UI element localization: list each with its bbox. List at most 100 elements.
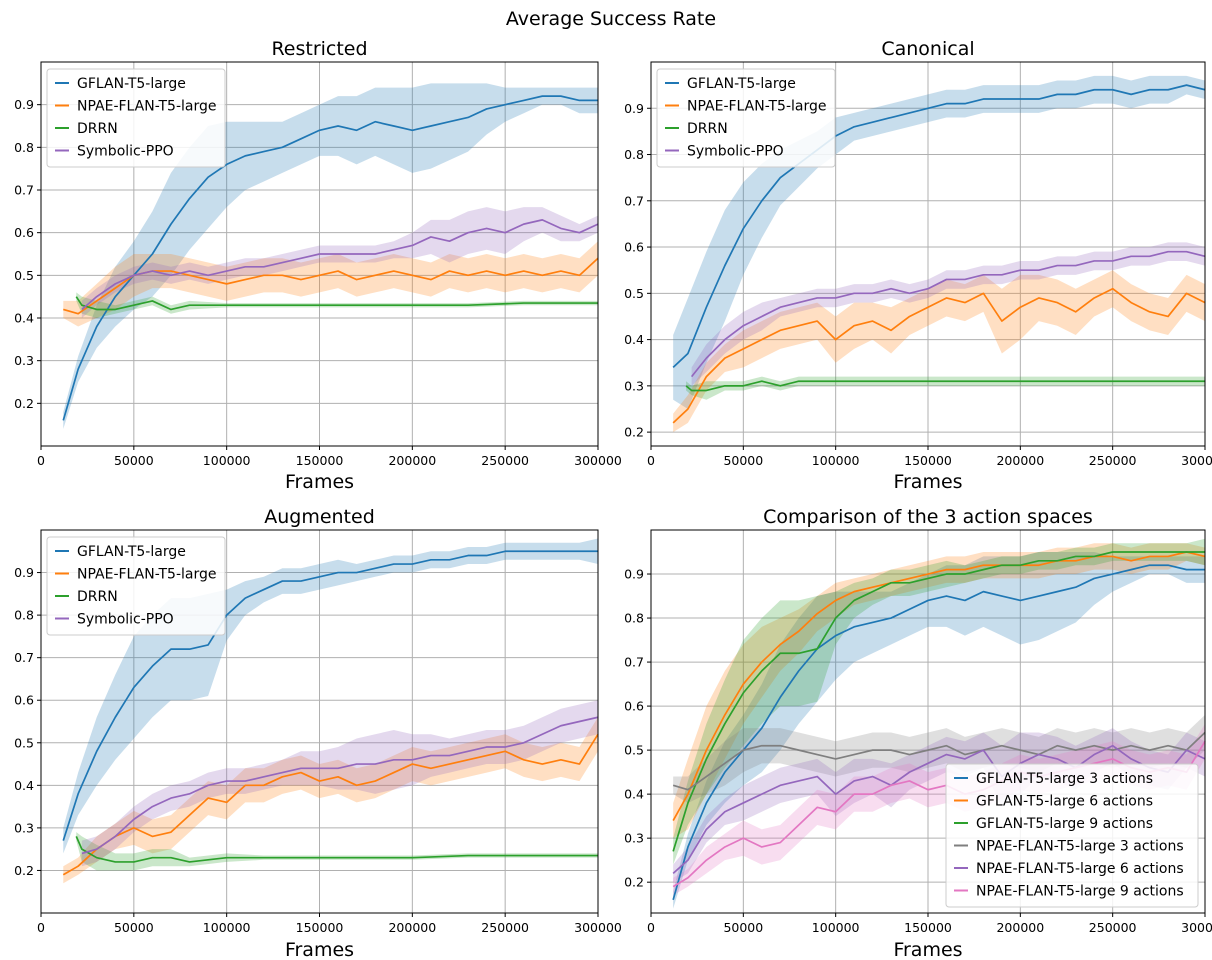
legend-label: NPAE-FLAN-T5-large xyxy=(77,567,216,583)
y-tick-label: 0.9 xyxy=(14,565,34,580)
confidence-band-3 xyxy=(686,376,1205,400)
y-tick-label: 0.7 xyxy=(624,655,644,670)
x-tick-label: 100000 xyxy=(203,920,251,935)
x-tick-label: 0 xyxy=(37,920,45,935)
legend-label: Symbolic-PPO xyxy=(77,144,174,160)
series-line-2 xyxy=(672,551,1206,821)
series-line-1 xyxy=(672,84,1206,368)
x-tick-label: 50000 xyxy=(114,920,154,935)
x-tick-label: 0 xyxy=(647,920,655,935)
x-axis-label: Frames xyxy=(285,939,354,960)
y-tick-label: 0.2 xyxy=(624,425,644,440)
y-tick-label: 0.4 xyxy=(14,311,34,326)
y-tick-label: 0.5 xyxy=(624,286,644,301)
legend: GFLAN-T5-large NPAE-FLAN-T5-large DRRN Symb… xyxy=(46,536,226,636)
y-tick-label: 0.6 xyxy=(14,693,34,708)
x-tick-label: 200000 xyxy=(996,453,1044,468)
x-axis-label: Frames xyxy=(893,939,962,960)
y-tick-label: 0.6 xyxy=(624,699,644,714)
series-line-4 xyxy=(81,219,599,311)
y-tick-label: 0.8 xyxy=(14,608,34,623)
y-tick-label: 0.6 xyxy=(14,225,34,240)
x-tick-label: 200000 xyxy=(388,453,436,468)
y-tick-label: 0.2 xyxy=(14,863,34,878)
panel-title: Canonical xyxy=(881,38,974,60)
legend-label: GFLAN-T5-large xyxy=(687,76,796,92)
confidence-band-4 xyxy=(81,700,598,867)
legend-label: NPAE-FLAN-T5-large 3 actions xyxy=(976,839,1184,855)
legend-label: GFLAN-T5-large 6 actions xyxy=(976,794,1153,810)
y-tick-label: 0.9 xyxy=(14,97,34,112)
legend-box xyxy=(656,68,836,168)
chart-panel-1: 0 50000 100000 150000 200000 250000 300000 0.2 0… xyxy=(14,38,622,493)
series-line-6 xyxy=(672,740,1206,888)
series-line-1 xyxy=(62,95,598,421)
x-tick-label: 250000 xyxy=(481,920,529,935)
panel-title: Comparison of the 3 action spaces xyxy=(763,506,1093,528)
x-tick-label: 250000 xyxy=(481,453,529,468)
legend-label: GFLAN-T5-large xyxy=(77,76,186,92)
x-tick-label: 300000 xyxy=(1181,920,1212,935)
y-tick-label: 0.3 xyxy=(14,353,34,368)
legend-box xyxy=(46,536,226,636)
x-tick-label: 0 xyxy=(37,453,45,468)
confidence-band-4 xyxy=(691,242,1205,386)
legend-label: Symbolic-PPO xyxy=(77,612,174,628)
series-line-1 xyxy=(672,564,1205,901)
series-line-3 xyxy=(75,296,598,311)
x-tick-label: 0 xyxy=(647,453,655,468)
legend-label: GFLAN-T5-large 3 actions xyxy=(976,771,1153,787)
x-axis-label: Frames xyxy=(285,471,354,493)
legend-label: DRRN xyxy=(77,121,118,137)
x-tick-label: 200000 xyxy=(996,920,1044,935)
legend-label: NPAE-FLAN-T5-large 6 actions xyxy=(976,861,1184,877)
confidence-band-3 xyxy=(76,832,598,871)
y-tick-label: 0.4 xyxy=(624,332,644,347)
legend-label: Symbolic-PPO xyxy=(687,144,784,160)
series-line-3 xyxy=(75,836,598,863)
x-tick-label: 50000 xyxy=(723,453,763,468)
x-tick-label: 300000 xyxy=(1181,453,1212,468)
y-tick-label: 0.5 xyxy=(14,268,34,283)
y-tick-label: 0.9 xyxy=(624,101,644,116)
y-tick-label: 0.2 xyxy=(14,396,34,411)
y-tick-label: 0.7 xyxy=(624,193,644,208)
panel-title: Augmented xyxy=(264,506,375,528)
y-tick-label: 0.3 xyxy=(624,831,644,846)
x-tick-label: 250000 xyxy=(1089,920,1137,935)
x-tick-label: 250000 xyxy=(1089,453,1137,468)
x-tick-label: 150000 xyxy=(296,920,344,935)
legend-label: GFLAN-T5-large 9 actions xyxy=(976,816,1153,832)
series-line-2 xyxy=(672,287,1206,424)
legend: GFLAN-T5-large NPAE-FLAN-T5-large DRRN Symb… xyxy=(46,68,226,168)
x-tick-label: 100000 xyxy=(812,920,860,935)
confidence-band-2 xyxy=(673,543,1205,839)
series-line-2 xyxy=(62,733,599,876)
confidence-band-2 xyxy=(673,270,1205,433)
chart-panel-4: 0 50000 100000 150000 200000 250000 300000 0.2 0… xyxy=(624,506,1212,960)
legend-label: NPAE-FLAN-T5-large xyxy=(77,99,216,115)
x-axis-label: Frames xyxy=(893,471,962,493)
y-tick-label: 0.4 xyxy=(624,787,644,802)
confidence-band-4 xyxy=(81,207,598,318)
x-tick-label: 150000 xyxy=(296,453,344,468)
x-tick-label: 300000 xyxy=(574,920,622,935)
confidence-band-2 xyxy=(63,241,598,327)
confidence-band-3 xyxy=(673,538,1205,865)
y-tick-label: 0.8 xyxy=(624,611,644,626)
x-tick-label: 300000 xyxy=(574,453,622,468)
x-tick-label: 200000 xyxy=(388,920,436,935)
series-line-1 xyxy=(62,550,598,841)
legend-label: DRRN xyxy=(77,589,118,605)
y-tick-label: 0.8 xyxy=(624,147,644,162)
y-tick-label: 0.6 xyxy=(624,240,644,255)
chart-panel-3: 0 50000 100000 150000 200000 250000 300000 0.2 0… xyxy=(14,506,622,960)
y-tick-label: 0.2 xyxy=(624,875,644,890)
y-tick-label: 0.5 xyxy=(624,743,644,758)
figure-title: Average Success Rate xyxy=(506,8,716,30)
x-tick-label: 100000 xyxy=(812,453,860,468)
legend-label: GFLAN-T5-large xyxy=(77,544,186,560)
x-tick-label: 100000 xyxy=(203,453,251,468)
series-line-4 xyxy=(690,250,1206,378)
series-line-4 xyxy=(81,716,599,855)
